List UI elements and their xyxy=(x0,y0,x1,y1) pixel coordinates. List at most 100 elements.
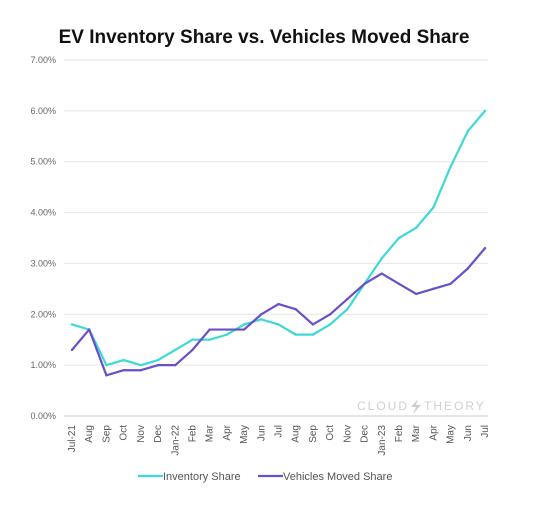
data-point xyxy=(139,363,143,367)
x-tick-label: Jun xyxy=(256,425,267,441)
data-point xyxy=(380,272,383,275)
data-point xyxy=(414,226,418,230)
lightning-bolt-icon xyxy=(411,399,421,414)
y-tick-label: 5.00% xyxy=(30,157,56,167)
x-tick-label: Jul xyxy=(480,425,491,438)
data-point xyxy=(122,369,125,372)
chart-title: EV Inventory Share vs. Vehicles Moved Sh… xyxy=(59,27,470,48)
data-point xyxy=(397,282,401,285)
data-point xyxy=(466,267,469,270)
data-point xyxy=(122,358,125,362)
series-lines xyxy=(70,109,487,377)
data-point xyxy=(191,338,194,341)
data-point xyxy=(432,206,435,209)
x-tick-label: Jan-23 xyxy=(377,425,388,456)
data-point xyxy=(466,130,469,133)
data-point xyxy=(432,287,435,291)
y-axis-tick-labels: 0.00% 1.00% 2.00% 3.00% 4.00% 5.00% 6.00% 7.00% xyxy=(30,55,56,421)
y-tick-label: 0.00% xyxy=(30,411,56,421)
data-point xyxy=(174,348,177,352)
data-point xyxy=(208,328,211,331)
x-tick-label: Mar xyxy=(411,424,422,442)
data-point xyxy=(70,348,74,352)
grid-lines xyxy=(64,59,488,417)
y-tick-label: 6.00% xyxy=(30,106,56,116)
data-point xyxy=(328,313,332,316)
data-point xyxy=(260,318,263,321)
x-tick-label: May xyxy=(446,425,457,444)
legend-label: Vehicles Moved Share xyxy=(283,471,392,483)
data-point xyxy=(225,328,229,331)
data-point xyxy=(105,374,108,377)
data-point xyxy=(449,165,452,168)
data-point xyxy=(380,257,383,260)
data-point xyxy=(397,236,401,240)
legend-item: Inventory Share xyxy=(138,471,241,483)
x-tick-label: Nov xyxy=(342,425,353,443)
x-tick-label: Nov xyxy=(136,425,147,443)
data-point xyxy=(277,302,280,306)
series-vehicles-moved-share xyxy=(70,246,487,377)
data-point xyxy=(191,348,194,352)
data-point xyxy=(414,292,418,296)
x-tick-label: Oct xyxy=(119,425,130,441)
data-point xyxy=(483,246,487,250)
watermark-text-left: CLOUD xyxy=(357,399,409,413)
data-point xyxy=(174,363,177,367)
x-tick-label: Sep xyxy=(308,425,319,443)
data-point xyxy=(483,109,487,113)
data-point xyxy=(294,308,297,311)
series-inventory-share xyxy=(70,109,487,367)
data-point xyxy=(328,323,332,326)
data-point xyxy=(260,313,263,316)
data-point xyxy=(70,323,74,326)
x-tick-label: Feb xyxy=(394,425,405,443)
x-tick-label: Oct xyxy=(325,425,336,441)
data-point xyxy=(156,358,160,362)
x-tick-label: Aug xyxy=(291,425,302,443)
x-axis-tick-labels: Jul-21 Aug Sep Oct Nov Dec Jan-22 Feb Mar Apr May J… xyxy=(67,424,491,455)
data-point xyxy=(363,282,366,285)
data-point xyxy=(242,323,246,326)
watermark: CLOUD THEORY xyxy=(357,399,486,414)
x-tick-label: Dec xyxy=(153,425,164,443)
data-point xyxy=(449,282,452,285)
data-point xyxy=(156,363,160,367)
data-point xyxy=(105,363,108,367)
legend-item: Vehicles Moved Share xyxy=(258,471,392,483)
x-tick-label: Jul xyxy=(274,425,285,438)
y-tick-label: 1.00% xyxy=(30,360,56,370)
data-point xyxy=(294,333,297,336)
x-tick-label: Dec xyxy=(360,425,371,443)
data-point xyxy=(346,297,349,301)
x-tick-label: May xyxy=(239,425,250,444)
x-tick-label: Apr xyxy=(222,424,233,440)
x-tick-label: Jul-21 xyxy=(67,425,78,453)
y-tick-label: 7.00% xyxy=(30,55,56,65)
x-tick-label: Mar xyxy=(205,424,216,442)
x-tick-label: Jun xyxy=(463,425,474,441)
data-point xyxy=(88,328,91,331)
x-tick-label: Aug xyxy=(84,425,95,443)
x-tick-label: Feb xyxy=(187,425,198,443)
watermark-text-right: THEORY xyxy=(424,399,486,413)
x-tick-label: Jan-22 xyxy=(170,425,181,456)
x-tick-label: Sep xyxy=(101,425,112,443)
series-line xyxy=(70,109,487,367)
legend: Inventory Share Vehicles Moved Share xyxy=(138,471,392,483)
data-point xyxy=(311,333,315,336)
data-point xyxy=(139,369,143,372)
y-tick-label: 3.00% xyxy=(30,258,56,268)
legend-label: Inventory Share xyxy=(163,471,241,483)
data-point xyxy=(311,323,315,326)
data-point xyxy=(277,323,280,326)
data-point xyxy=(208,338,211,341)
series-line xyxy=(70,247,487,377)
x-tick-label: Apr xyxy=(428,424,439,440)
data-point xyxy=(225,333,229,336)
data-point xyxy=(346,308,349,311)
y-tick-label: 4.00% xyxy=(30,208,56,218)
y-tick-label: 2.00% xyxy=(30,309,56,319)
data-point xyxy=(242,328,246,331)
